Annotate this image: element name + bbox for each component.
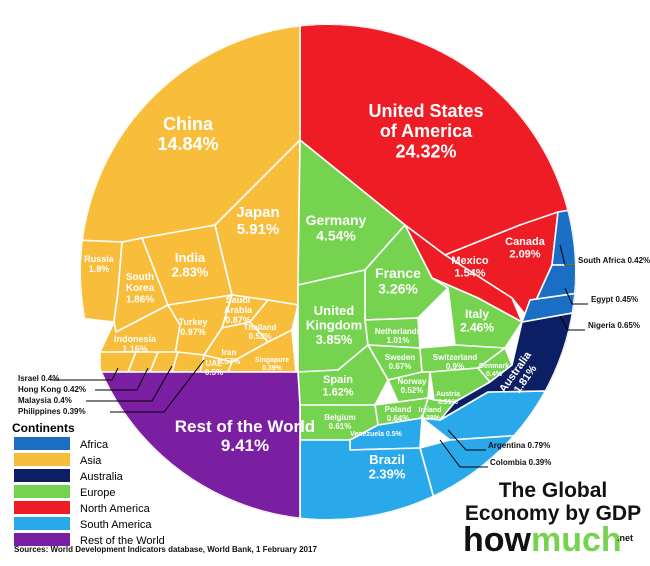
callout-line-nigeria [559,315,585,331]
legend-swatch-australia [14,469,70,482]
brand-how: how [463,521,532,559]
label-switzerland: Switzerland 0.9% [433,353,478,371]
legend-label-north-america: North America [80,503,151,515]
label-denmark: Denmark 0.4% [479,363,509,378]
legend-label-australia: Australia [80,471,124,483]
legend-label-south-america: South America [80,519,152,531]
label-brazil: Brazil 2.39% [369,452,406,482]
legend-label-europe: Europe [80,487,115,499]
brand-much: much [531,521,622,559]
cell-australia [439,307,576,421]
legend-swatch-south-america [14,517,70,530]
legend-label-rest-of-the-world: Rest of the World [80,535,165,547]
legend-swatch-europe [14,485,70,498]
legend-label-africa: Africa [80,439,109,451]
callout-line-philippines [110,359,205,413]
label-iran: Iran 0.57% [218,348,241,366]
callout-line-colombia [439,439,488,468]
label-mexico: Mexico 1.54% [451,255,489,279]
label-canada: Canada 2.09% [505,236,546,260]
callout-colombia: Colombia 0.39% [490,458,551,467]
callout-argentina: Argentina 0.79% [488,441,550,450]
cell-thailand [249,299,299,343]
cell-philippines [171,351,205,373]
callout-line-argentina [447,429,486,451]
label-united-states-of-america: United States of America 24.32% [368,101,483,161]
label-france: France 3.26% [375,265,421,297]
callout-philippines: Philippines 0.39% [18,407,86,416]
legend-swatch-asia [14,453,70,466]
callout-nigeria: Nigeria 0.65% [588,321,640,330]
legend-title: Continents [12,421,75,435]
label-netherlands: Netherlands 1.01% [375,327,422,345]
continent-legend: Continents Africa Asia Australia Europe Nort… [12,421,165,547]
callout-line-egypt [564,287,588,305]
callout-line-malaysia [86,365,173,402]
callout-line-israel [52,367,119,381]
cell-norway [387,371,431,403]
label-south-korea: South Korea 1.86% [126,272,155,305]
cell-brazil [299,439,441,520]
label-germany: Germany 4.54% [306,212,367,244]
label-spain: Spain 1.62% [322,374,353,398]
label-norway: Norway 0.52% [398,377,427,395]
label-china: China 14.84% [157,114,218,154]
legend-label-asia: Asia [80,455,102,467]
label-belgium: Belgium 0.61% [324,413,356,431]
callout-line-south-africa [559,244,575,266]
label-poland: Poland 0.64% [385,405,412,423]
cell-singapore [227,329,297,373]
cell-south-africa [551,204,576,266]
label-russia: Russia 1.8% [84,254,115,274]
label-saudi-arabia: Saudi Arabia 0.87% [224,295,253,325]
label-united-kingdom: United Kingdom 3.85% [306,303,362,347]
label-rest-of-the-world: Rest of the World 9.41% [175,417,315,455]
callout-malaysia: Malaysia 0.4% [18,396,72,405]
chart-title-line-2: Economy by GDP [465,502,641,525]
label-venezuela: Venezuela 0.5% [350,431,403,438]
label-indonesia: Indonesia 1.16% [114,334,157,354]
label-sweden: Sweden 0.67% [385,353,415,371]
legend-swatch-africa [14,437,70,450]
legend-swatch-rest-of-the-world [14,533,70,546]
label-india: India 2.83% [172,250,209,280]
callout-line-hong-kong [95,367,149,391]
callout-south-africa: South Africa 0.42% [578,256,650,265]
label-singapore: Singapore 0.39% [255,357,289,372]
label-austria: Austria 0.51% [436,391,460,406]
callout-hong-kong: Hong Kong 0.42% [18,385,86,394]
source-note: Sources: World Development Indicators da… [14,545,317,554]
label-uae: UAE 0.5% [205,359,223,377]
brand-tld: .net [617,533,633,543]
label-italy: Italy 2.46% [460,307,494,334]
label-ireland: Ireland 0.38% [419,407,442,422]
callout-egypt: Egypt 0.45% [591,295,638,304]
brand-logo: howmuch [463,521,622,559]
legend-swatch-north-america [14,501,70,514]
callout-israel: Israel 0.4% [18,374,59,383]
label-turkey: Turkey 0.97% [179,317,208,337]
label-thailand: Thailand 0.53% [244,323,277,341]
chart-title-line-1: The Global [499,479,608,502]
label-japan: Japan 5.91% [236,204,279,238]
